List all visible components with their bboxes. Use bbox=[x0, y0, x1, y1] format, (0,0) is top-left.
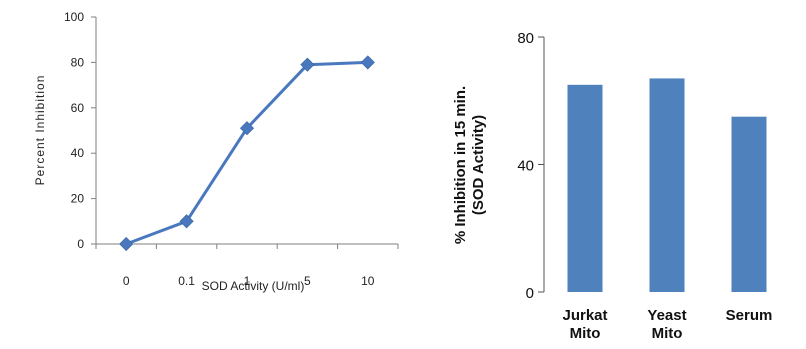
bar-category-label: Serum bbox=[726, 307, 773, 324]
line-x-axis-title: SOD Activity (U/ml) bbox=[202, 279, 305, 293]
line-x-tick-label: 5 bbox=[304, 274, 311, 288]
bar-category-label: Yeast bbox=[647, 307, 686, 324]
line-y-tick-label: 40 bbox=[71, 146, 85, 160]
line-y-tick-label: 20 bbox=[71, 192, 85, 206]
bar bbox=[731, 116, 767, 292]
line-x-tick-label: 0 bbox=[123, 274, 130, 288]
line-y-tick-label: 100 bbox=[64, 10, 84, 24]
bar-category-label: Jurkat bbox=[562, 307, 607, 324]
bar-y-axis-title-line1: % Inhibition in 15 min. bbox=[452, 86, 469, 244]
line-x-tick-label: 1 bbox=[244, 274, 251, 288]
line-y-tick-label: 80 bbox=[71, 55, 85, 69]
line-x-tick-label: 0.1 bbox=[178, 274, 195, 288]
line-data-point bbox=[360, 55, 375, 70]
line-y-ticks: 0 20 40 60 80 100 bbox=[64, 10, 96, 251]
bar-y-ticks: 0 40 80 bbox=[517, 30, 544, 302]
line-series bbox=[119, 55, 375, 252]
bar-y-tick-label: 80 bbox=[517, 30, 534, 47]
line-series-path bbox=[125, 60, 368, 246]
line-chart: 0 20 40 60 80 100 0 0.1 1 5 10 SOD Activity (U/ml… bbox=[33, 10, 399, 293]
bar bbox=[567, 84, 603, 292]
bar bbox=[649, 78, 685, 292]
bar-y-tick-label: 0 bbox=[526, 285, 534, 302]
line-data-point bbox=[119, 236, 134, 252]
bar-y-tick-label: 40 bbox=[517, 158, 534, 175]
line-y-tick-label: 60 bbox=[71, 101, 85, 115]
line-y-axis-title: Percent Inhibition bbox=[33, 75, 47, 186]
line-x-tick-label: 10 bbox=[361, 274, 375, 288]
line-data-point bbox=[179, 214, 194, 229]
bar-category-label-line2: Mito bbox=[652, 325, 683, 342]
line-x-ticks: 0 0.1 1 5 10 bbox=[95, 244, 399, 288]
line-data-point bbox=[300, 57, 315, 72]
line-y-tick-label: 0 bbox=[77, 237, 84, 251]
bar-category-label-line2: Mito bbox=[570, 325, 601, 342]
bar-bars bbox=[567, 78, 767, 292]
line-data-point bbox=[239, 121, 255, 136]
bar-y-axis-title-line2: (SOD Activity) bbox=[470, 115, 487, 215]
